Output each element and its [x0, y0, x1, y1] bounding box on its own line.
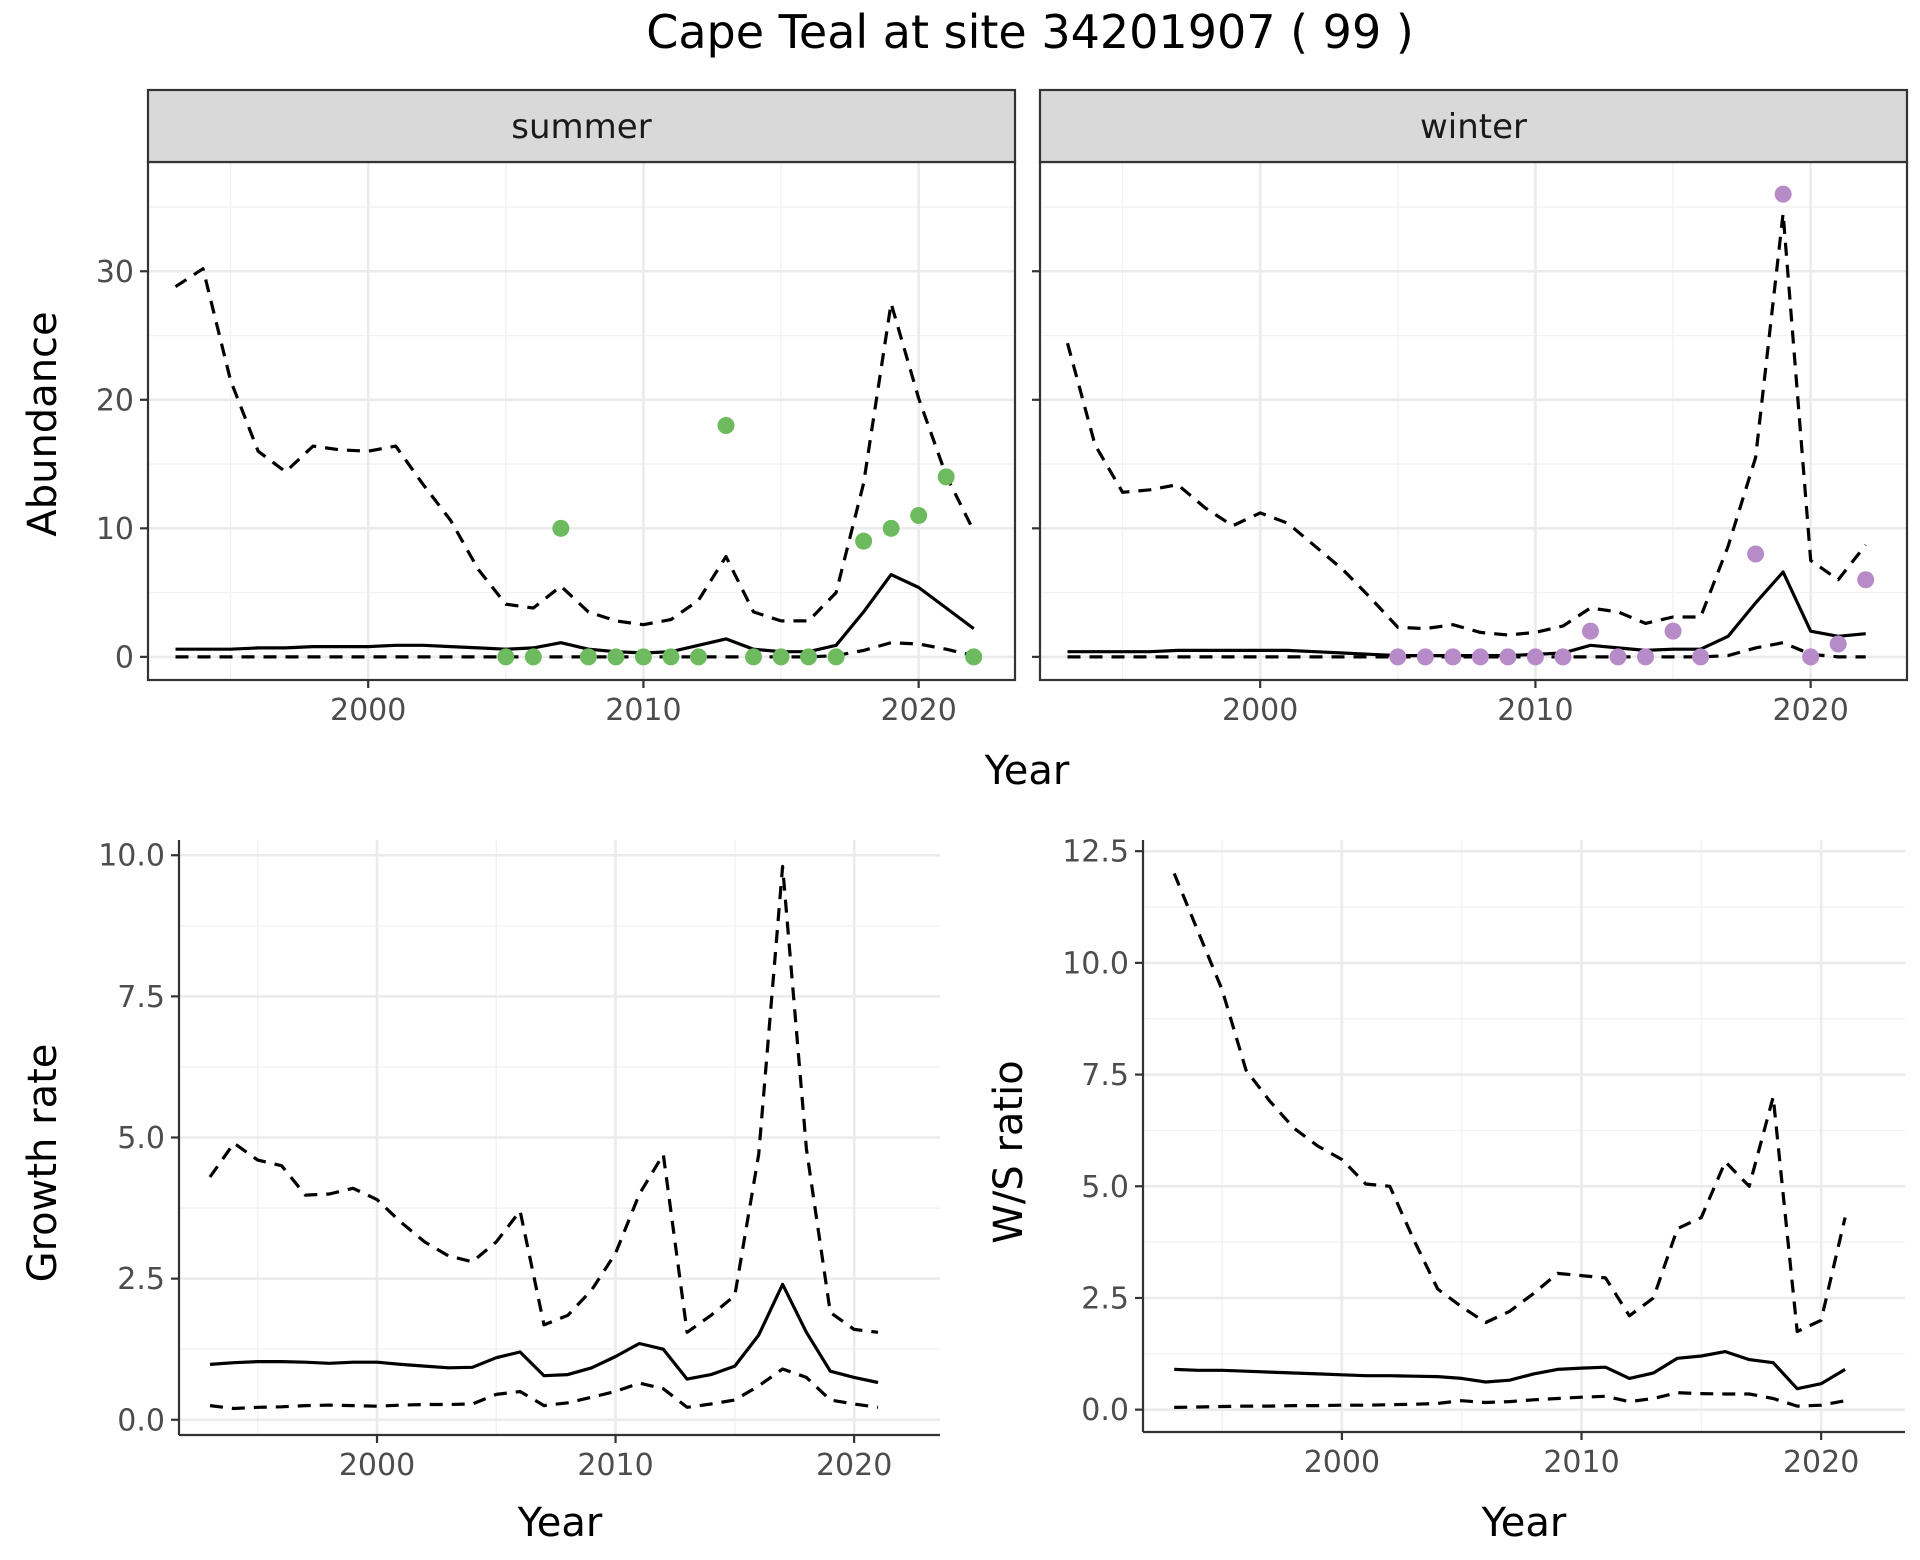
winter-observed-point — [1389, 648, 1407, 666]
summer-y-tick-label: 10 — [96, 512, 134, 547]
winter-lower-line — [1067, 641, 1866, 659]
summer-panel: 2000 2010 2020 0 10 20 30 summer — [96, 88, 1017, 728]
summer-observed-point — [662, 648, 680, 666]
summer-observed-point — [552, 519, 570, 537]
summer-strip — [146, 88, 1017, 164]
ratio-estimate-line — [1174, 1350, 1846, 1391]
summer-y-tick-label: 20 — [96, 383, 134, 418]
ws-ratio-panel: 2000 2010 2020 0.0 2.5 5.0 7.5 10.0 12.5 — [1062, 835, 1905, 1480]
winter-x-tick-label: 2000 — [1222, 693, 1298, 728]
winter-observed-point — [1747, 545, 1765, 563]
ratio-upper-line — [1172, 872, 1847, 1334]
facet-x-axis-title: Year — [984, 748, 1070, 794]
summer-x-tick-label: 2000 — [330, 693, 406, 728]
growth-y-tick-label: 2.5 — [117, 1262, 165, 1297]
summer-observed-point — [910, 506, 928, 524]
winter-observed-point — [1692, 648, 1710, 666]
ratio-y-tick-label: 0.0 — [1081, 1393, 1129, 1428]
growth-y-axis-title: Growth rate — [20, 1044, 66, 1283]
winter-observed-point — [1499, 648, 1517, 666]
summer-observed-point — [965, 648, 983, 666]
growth-lower-line — [209, 1367, 879, 1411]
winter-observed-point — [1609, 648, 1627, 666]
winter-x-tick-label: 2010 — [1497, 693, 1573, 728]
winter-observed-point — [1664, 622, 1682, 640]
growth-y-tick-label: 5.0 — [117, 1121, 165, 1156]
winter-panel: 2000 2010 2020 winter — [1032, 88, 1909, 728]
summer-observed-point — [937, 468, 955, 486]
winter-upper-line — [1065, 211, 1867, 637]
ratio-lower-line — [1174, 1391, 1846, 1409]
summer-estimate-line — [175, 573, 975, 655]
summer-y-tick-label: 0 — [115, 640, 134, 675]
summer-observed-point — [827, 648, 845, 666]
ratio-y-tick-label: 12.5 — [1062, 835, 1129, 870]
winter-observed-point — [1581, 622, 1599, 640]
summer-observed-point — [882, 519, 900, 537]
ratio-y-tick-label: 10.0 — [1062, 946, 1129, 981]
winter-observed-point — [1637, 648, 1655, 666]
winter-x-tick-label: 2020 — [1772, 693, 1848, 728]
ratio-x-axis-title: Year — [1481, 1500, 1567, 1546]
growth-y-tick-label: 10.0 — [98, 839, 165, 874]
summer-observed-point — [689, 648, 707, 666]
ratio-y-tick-label: 2.5 — [1081, 1281, 1129, 1316]
ratio-y-tick-label: 5.0 — [1081, 1170, 1129, 1205]
summer-observed-point — [634, 648, 652, 666]
winter-observed-point — [1829, 635, 1847, 653]
summer-observed-point — [524, 648, 542, 666]
winter-observed-point — [1857, 571, 1875, 589]
growth-y-tick-label: 0.0 — [117, 1403, 165, 1438]
growth-rate-panel: 2000 2010 2020 0.0 2.5 5.0 7.5 10.0 — [98, 839, 940, 1483]
summer-observed-point — [579, 648, 597, 666]
summer-strip-label: summer — [511, 107, 651, 147]
summer-y-tick-label: 30 — [96, 255, 134, 290]
ratio-x-tick-label: 2020 — [1783, 1445, 1859, 1480]
summer-observed-point — [772, 648, 790, 666]
summer-observed-point — [855, 532, 873, 550]
winter-observed-point — [1444, 648, 1462, 666]
winter-observed-point — [1526, 648, 1544, 666]
growth-upper-line — [208, 864, 879, 1334]
summer-x-tick-label: 2020 — [880, 693, 956, 728]
growth-estimate-line — [209, 1282, 879, 1385]
winter-observed-point — [1774, 185, 1792, 203]
winter-observed-point — [1416, 648, 1434, 666]
winter-observed-point — [1802, 648, 1820, 666]
growth-x-tick-label: 2000 — [339, 1448, 415, 1483]
abundance-y-axis-title: Abundance — [20, 311, 66, 536]
summer-x-tick-label: 2010 — [605, 693, 681, 728]
growth-x-axis-title: Year — [517, 1500, 603, 1546]
winter-strip — [1038, 88, 1909, 164]
ratio-y-axis-title: W/S ratio — [986, 1060, 1032, 1243]
ratio-x-tick-label: 2010 — [1543, 1445, 1619, 1480]
winter-observed-point — [1471, 648, 1489, 666]
summer-upper-line — [174, 267, 976, 627]
winter-observed-point — [1554, 648, 1572, 666]
summer-observed-point — [717, 416, 735, 434]
ratio-y-tick-label: 7.5 — [1081, 1058, 1129, 1093]
summer-observed-point — [497, 648, 515, 666]
growth-x-tick-label: 2020 — [816, 1448, 892, 1483]
summer-observed-point — [607, 648, 625, 666]
growth-x-tick-label: 2010 — [577, 1448, 653, 1483]
ratio-x-tick-label: 2000 — [1304, 1445, 1380, 1480]
figure-title: Cape Teal at site 34201907 ( 99 ) — [646, 5, 1414, 59]
growth-y-tick-label: 7.5 — [117, 980, 165, 1015]
summer-observed-point — [745, 648, 763, 666]
winter-strip-label: winter — [1420, 107, 1527, 147]
summer-observed-point — [800, 648, 818, 666]
